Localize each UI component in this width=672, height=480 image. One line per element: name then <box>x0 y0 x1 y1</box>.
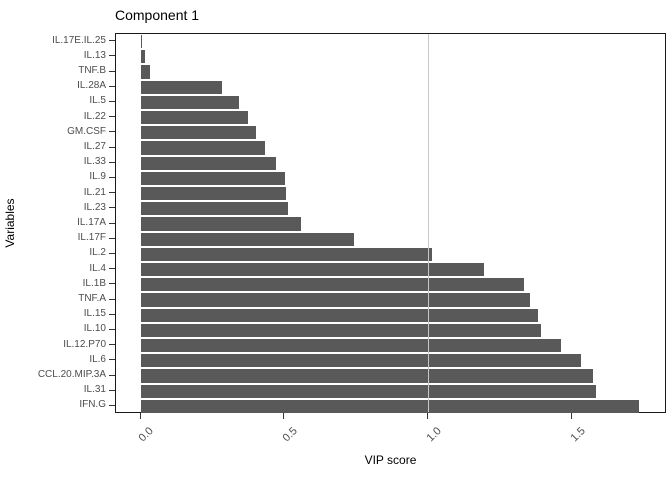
x-label-1.0: 1.0 <box>335 421 443 444</box>
y-tick <box>109 85 115 87</box>
bar-IL.33 <box>141 156 277 170</box>
y-label-IL.13: IL.13 <box>83 49 106 61</box>
plot-panel <box>115 33 666 414</box>
bar-TNF.B <box>141 65 150 79</box>
x-label-0.0: 0.0 <box>47 421 155 444</box>
y-tick <box>109 389 115 391</box>
y-tick <box>109 146 115 148</box>
bar-IL.17F <box>141 232 355 246</box>
y-tick <box>109 374 115 376</box>
y-label-IL.17E.IL.25: IL.17E.IL.25 <box>52 34 106 46</box>
y-label-IL.17F: IL.17F <box>77 232 106 244</box>
reference-line <box>428 34 430 412</box>
y-tick <box>109 192 115 194</box>
y-tick <box>109 131 115 133</box>
bar-IL.1B <box>141 278 524 292</box>
y-tick <box>109 70 115 72</box>
y-tick <box>109 344 115 346</box>
y-tick <box>109 328 115 330</box>
x-tick <box>283 413 285 419</box>
y-tick <box>109 40 115 42</box>
bar-IL.28A <box>141 80 222 94</box>
x-tick <box>427 413 429 419</box>
bar-IFN.G <box>141 399 640 414</box>
bar-IL.4 <box>141 262 484 277</box>
y-label-IL.21: IL.21 <box>83 186 106 198</box>
bar-IL.12.P70 <box>141 338 562 353</box>
y-label-IL.23: IL.23 <box>83 201 106 213</box>
x-axis-title: VIP score <box>364 453 417 467</box>
y-label-IL.4: IL.4 <box>89 262 106 274</box>
bar-GM.CSF <box>141 126 257 140</box>
y-label-IL.15: IL.15 <box>83 308 106 320</box>
plot-title: Component 1 <box>115 7 200 23</box>
bar-CCL.20.MIP.3A <box>141 369 593 383</box>
bar-IL.10 <box>141 323 542 338</box>
bar-IL.22 <box>141 110 248 125</box>
x-label-1.5: 1.5 <box>479 421 587 444</box>
y-tick <box>109 100 115 102</box>
y-tick <box>109 176 115 178</box>
y-tick <box>109 161 115 163</box>
y-label-IL.1B: IL.1B <box>82 277 106 289</box>
bar-IL.9 <box>141 171 285 186</box>
bar-IL.21 <box>141 186 287 201</box>
x-label-0.5: 0.5 <box>191 421 299 444</box>
x-label-text: 0.5 <box>280 425 300 445</box>
y-label-IFN.G: IFN.G <box>79 399 106 411</box>
y-tick <box>109 283 115 285</box>
y-label-IL.5: IL.5 <box>89 95 106 107</box>
y-label-IL.6: IL.6 <box>89 353 106 365</box>
y-label-IL.10: IL.10 <box>83 323 106 335</box>
y-tick <box>109 116 115 118</box>
y-tick <box>109 222 115 224</box>
y-tick <box>109 313 115 315</box>
y-tick <box>109 252 115 254</box>
bar-IL.17A <box>141 217 301 231</box>
y-label-TNF.A: TNF.A <box>78 293 106 304</box>
y-label-GM.CSF: GM.CSF <box>67 125 106 137</box>
bar-IL.2 <box>141 247 432 262</box>
bar-IL.15 <box>141 308 539 322</box>
y-label-IL.17A: IL.17A <box>77 217 106 228</box>
x-tick <box>139 413 141 419</box>
y-tick <box>109 268 115 270</box>
y-tick <box>109 359 115 361</box>
y-label-TNF.B: TNF.B <box>78 65 106 76</box>
y-label-IL.12.P70: IL.12.P70 <box>63 338 106 350</box>
bar-IL.13 <box>141 50 146 64</box>
y-tick <box>109 404 115 406</box>
y-tick <box>109 298 115 300</box>
bar-IL.5 <box>141 95 239 110</box>
bar-IL.17E.IL.25 <box>141 34 143 49</box>
y-tick <box>109 207 115 209</box>
bar-IL.31 <box>141 384 596 398</box>
y-label-CCL.20.MIP.3A: CCL.20.MIP.3A <box>37 369 106 380</box>
y-tick <box>109 55 115 57</box>
bar-TNF.A <box>141 293 530 307</box>
bar-IL.27 <box>141 141 265 155</box>
y-label-IL.9: IL.9 <box>89 171 106 183</box>
y-label-IL.28A: IL.28A <box>77 80 106 92</box>
x-label-text: 1.0 <box>424 425 444 445</box>
bar-IL.6 <box>141 354 582 368</box>
y-label-IL.31: IL.31 <box>83 384 106 396</box>
y-label-IL.22: IL.22 <box>83 110 106 122</box>
x-tick <box>571 413 573 419</box>
y-label-IL.2: IL.2 <box>89 247 106 259</box>
bar-IL.23 <box>141 202 288 216</box>
x-label-text: 0.0 <box>136 425 156 445</box>
y-tick <box>109 237 115 239</box>
y-label-IL.27: IL.27 <box>83 141 106 152</box>
x-label-text: 1.5 <box>568 425 588 445</box>
y-label-IL.33: IL.33 <box>83 156 106 168</box>
